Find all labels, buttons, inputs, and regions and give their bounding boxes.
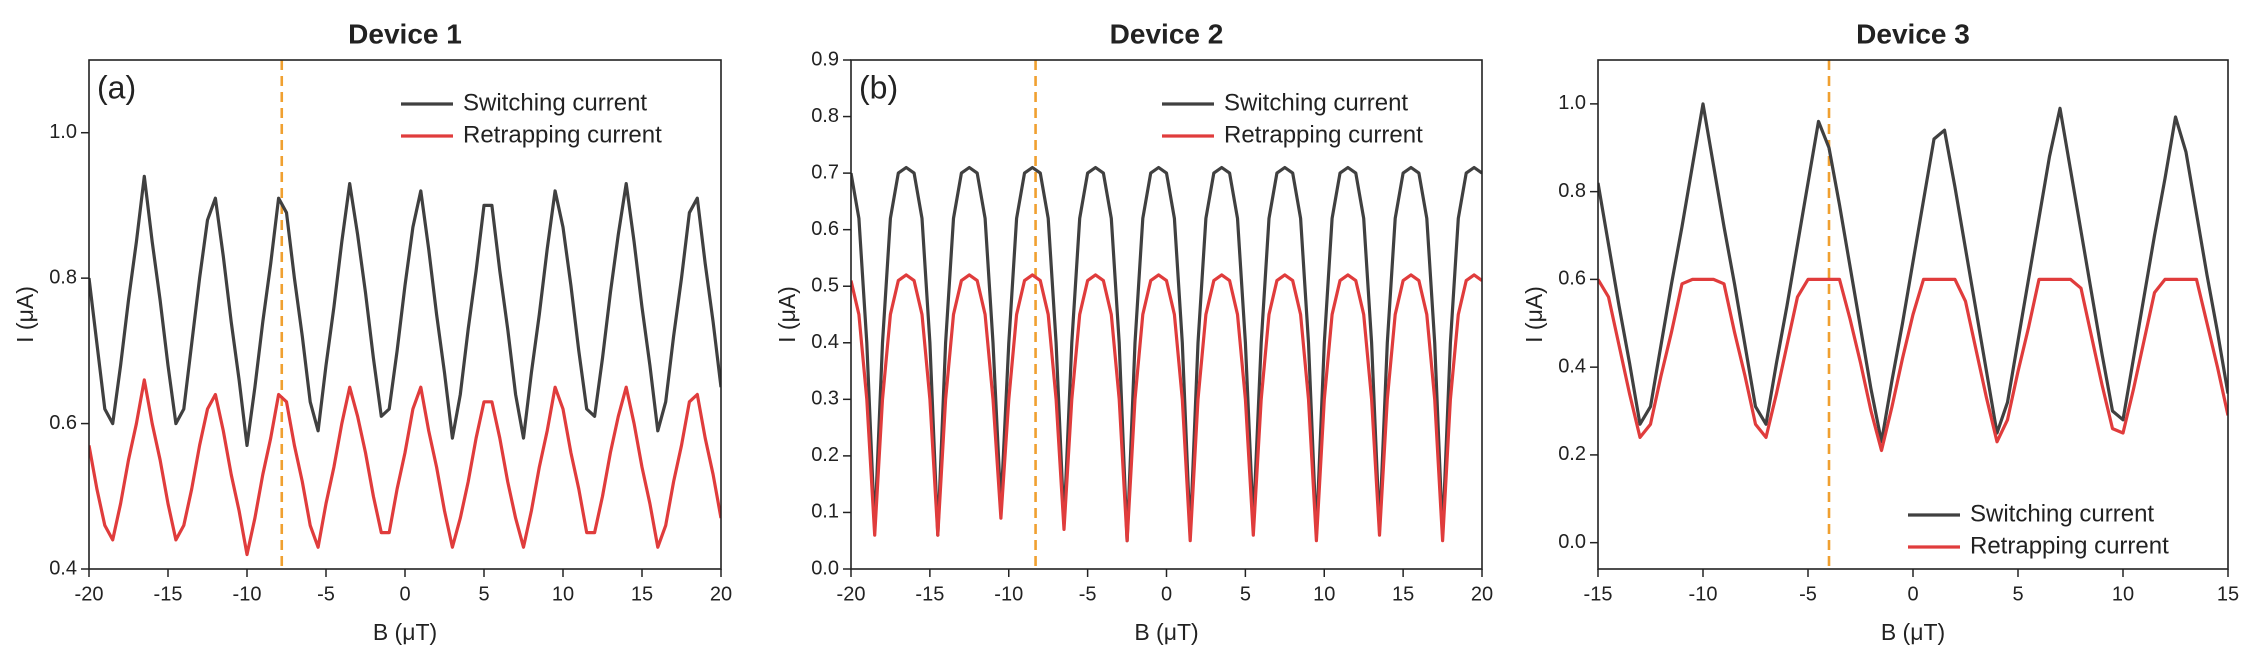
- y-tick-label: 1.0: [1558, 92, 1586, 114]
- plot-frame: [1597, 59, 2229, 570]
- legend-label: Switching current: [463, 89, 647, 116]
- y-tick-label: 0.8: [49, 266, 77, 288]
- y-axis-label: I (μA): [12, 286, 38, 343]
- x-tick-label: 10: [1313, 583, 1335, 605]
- y-tick-label: 0.4: [1558, 355, 1586, 377]
- y-tick-label: 0.2: [811, 444, 839, 466]
- plot-frame: [88, 59, 722, 570]
- x-tick-label: -5: [1799, 583, 1817, 605]
- x-tick-label: 0: [1161, 583, 1172, 605]
- x-tick-label: 0: [1907, 583, 1918, 605]
- y-tick-label: 0.6: [1558, 268, 1586, 290]
- x-tick-label: -10: [1689, 583, 1718, 605]
- x-axis-label: B (μT): [1134, 619, 1198, 645]
- x-tick-label: -20: [837, 583, 866, 605]
- x-tick-label: -20: [75, 583, 104, 605]
- plot-frame: [850, 59, 1483, 570]
- y-tick-label: 0.9: [811, 48, 839, 70]
- y-tick-label: 0.5: [811, 275, 839, 297]
- y-tick-label: 0.8: [811, 105, 839, 127]
- legend-label: Retrapping current: [1970, 532, 2169, 559]
- y-tick-label: 0.0: [811, 557, 839, 579]
- y-tick-label: 0.3: [811, 388, 839, 410]
- x-tick-label: 10: [2112, 583, 2134, 605]
- data-line: [851, 273, 1482, 543]
- y-tick-label: 0.0: [1558, 531, 1586, 553]
- y-tick-label: 0.2: [1558, 443, 1586, 465]
- y-tick-label: 0.4: [811, 331, 839, 353]
- legend-label: Switching current: [1224, 89, 1408, 116]
- x-axis-label: B (μT): [1881, 619, 1945, 645]
- y-tick-label: 0.8: [1558, 180, 1586, 202]
- x-axis-label: B (μT): [373, 619, 437, 645]
- legend-label: Switching current: [1970, 500, 2154, 527]
- y-tick-label: 0.4: [49, 557, 77, 579]
- x-tick-label: 5: [1240, 583, 1251, 605]
- x-tick-label: -5: [317, 583, 335, 605]
- x-tick-label: 10: [552, 583, 574, 605]
- x-tick-label: 5: [478, 583, 489, 605]
- y-tick-label: 0.6: [49, 412, 77, 434]
- x-tick-label: -5: [1079, 583, 1097, 605]
- x-tick-label: -15: [915, 583, 944, 605]
- x-tick-label: 15: [2217, 583, 2239, 605]
- x-tick-label: 15: [631, 583, 653, 605]
- panel-label: (b): [859, 69, 898, 105]
- data-line: [1598, 102, 2228, 444]
- y-tick-label: 0.6: [811, 218, 839, 240]
- x-tick-label: 20: [710, 583, 732, 605]
- data-line: [851, 165, 1482, 543]
- y-tick-label: 1.0: [49, 121, 77, 143]
- y-tick-label: 0.7: [811, 161, 839, 183]
- x-tick-label: 5: [2012, 583, 2023, 605]
- chart-title: Device 1: [348, 18, 462, 49]
- legend-label: Retrapping current: [1224, 121, 1423, 148]
- y-axis-label: I (μA): [774, 286, 800, 343]
- data-line: [89, 174, 721, 447]
- data-line: [89, 378, 721, 557]
- data-line: [1598, 277, 2228, 453]
- x-tick-label: -10: [994, 583, 1023, 605]
- x-tick-label: -15: [1584, 583, 1613, 605]
- x-tick-label: -10: [233, 583, 262, 605]
- y-axis-label: I (μA): [1521, 286, 1547, 343]
- x-tick-label: 15: [1392, 583, 1414, 605]
- legend-label: Retrapping current: [463, 121, 662, 148]
- chart-title: Device 2: [1110, 18, 1224, 49]
- x-tick-label: 20: [1471, 583, 1493, 605]
- x-tick-label: 0: [399, 583, 410, 605]
- chart-title: Device 3: [1856, 18, 1970, 49]
- y-tick-label: 0.1: [811, 501, 839, 523]
- x-tick-label: -15: [154, 583, 183, 605]
- panel-label: (a): [97, 69, 136, 105]
